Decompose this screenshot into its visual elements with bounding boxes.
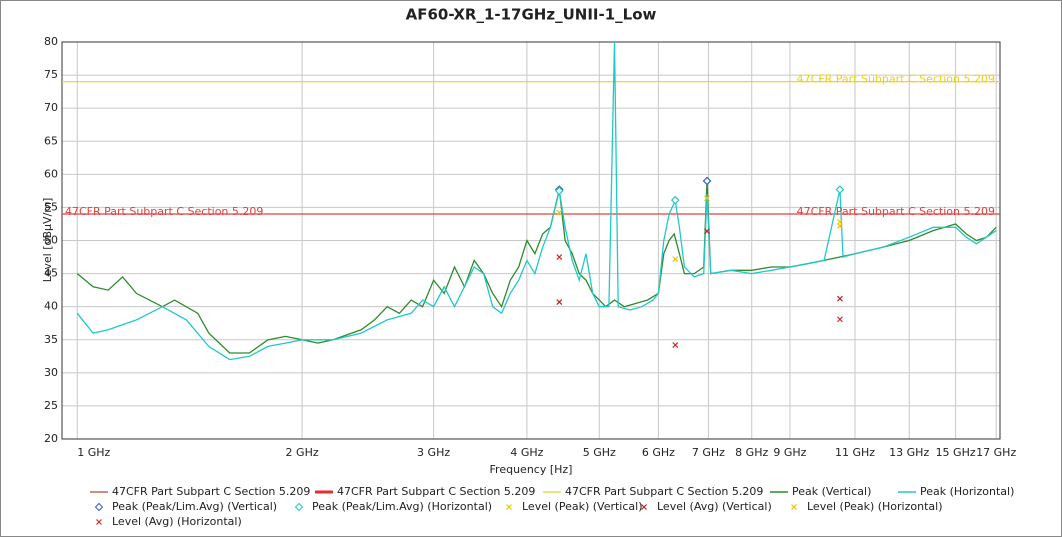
y-tick-label: 70 bbox=[44, 101, 58, 114]
x-tick-label: 9 GHz bbox=[773, 446, 806, 459]
x-marker bbox=[837, 295, 843, 302]
legend-label: 47CFR Part Subpart C Section 5.209 bbox=[337, 485, 535, 498]
diamond-marker bbox=[835, 185, 845, 194]
chart-title: AF60-XR_1-17GHz_UNII-1_Low bbox=[406, 6, 657, 24]
legend-swatch bbox=[96, 519, 102, 525]
x-tick-label: 4 GHz bbox=[510, 446, 543, 459]
legend-label: 47CFR Part Subpart C Section 5.209 bbox=[565, 485, 763, 498]
y-tick-label: 65 bbox=[44, 134, 58, 147]
plot-area bbox=[62, 42, 1000, 361]
y-tick-label: 45 bbox=[44, 267, 58, 280]
x-tick-label: 2 GHz bbox=[286, 446, 319, 459]
legend-swatch bbox=[506, 504, 512, 510]
x-tick-label: 15 GHz bbox=[936, 446, 976, 459]
y-tick-label: 80 bbox=[44, 35, 58, 48]
x-marker bbox=[556, 299, 563, 305]
x-tick-label: 13 GHz bbox=[889, 446, 929, 459]
trace bbox=[76, 42, 997, 361]
legend-label: Peak (Peak/Lim.Avg) (Horizontal) bbox=[312, 500, 492, 513]
y-tick-label: 55 bbox=[44, 200, 58, 213]
y-tick-label: 30 bbox=[44, 366, 58, 379]
legend-label: Level (Avg) (Horizontal) bbox=[112, 515, 242, 528]
x-marker bbox=[672, 256, 679, 262]
x-marker bbox=[837, 316, 843, 323]
legend-swatch bbox=[294, 502, 304, 512]
legend-label: Peak (Peak/Lim.Avg) (Vertical) bbox=[112, 500, 277, 513]
x-tick-label: 6 GHz bbox=[642, 446, 675, 459]
x-tick-label: 17 GHz bbox=[976, 446, 1016, 459]
x-tick-label: 1 GHz bbox=[77, 446, 110, 459]
y-tick-label: 35 bbox=[44, 333, 58, 346]
x-marker bbox=[704, 195, 710, 202]
x-marker bbox=[704, 228, 710, 235]
y-tick-label: 50 bbox=[44, 234, 58, 247]
y-tick-label: 20 bbox=[44, 432, 58, 445]
y-tick-label: 75 bbox=[44, 68, 58, 81]
x-tick-label: 11 GHz bbox=[835, 446, 875, 459]
y-tick-label: 40 bbox=[44, 300, 58, 313]
diamond-marker bbox=[670, 195, 680, 205]
limit-label: 47CFR Part Subpart C Section 5.209 bbox=[797, 73, 995, 86]
legend-label: Level (Peak) (Horizontal) bbox=[807, 500, 942, 513]
legend-label: Peak (Horizontal) bbox=[920, 485, 1014, 498]
legend-swatch bbox=[791, 504, 797, 510]
legend-label: Peak (Vertical) bbox=[792, 485, 871, 498]
y-axis-label: Level [dBµV/m] bbox=[41, 198, 54, 283]
limit-label: 47CFR Part Subpart C Section 5.209 bbox=[797, 205, 995, 218]
x-marker bbox=[556, 209, 563, 216]
diamond-marker bbox=[554, 186, 564, 196]
y-tick-label: 25 bbox=[44, 399, 58, 412]
x-axis-label: Frequency [Hz] bbox=[490, 463, 573, 476]
x-tick-label: 8 GHz bbox=[735, 446, 768, 459]
x-tick-label: 7 GHz bbox=[692, 446, 725, 459]
limit-label: 47CFR Part Subpart C Section 5.209 bbox=[65, 205, 263, 218]
legend-swatch bbox=[94, 502, 104, 512]
x-tick-label: 3 GHz bbox=[417, 446, 450, 459]
legend-label: Level (Avg) (Vertical) bbox=[657, 500, 772, 513]
plot-border bbox=[61, 41, 1001, 440]
x-marker bbox=[837, 223, 843, 229]
x-marker bbox=[556, 254, 563, 260]
legend-label: Level (Peak) (Vertical) bbox=[522, 500, 643, 513]
diamond-marker bbox=[702, 176, 712, 186]
legend-swatch bbox=[641, 504, 647, 510]
x-marker bbox=[672, 342, 679, 348]
x-tick-label: 5 GHz bbox=[583, 446, 616, 459]
y-tick-label: 60 bbox=[44, 167, 58, 180]
legend-label: 47CFR Part Subpart C Section 5.209 bbox=[112, 485, 310, 498]
